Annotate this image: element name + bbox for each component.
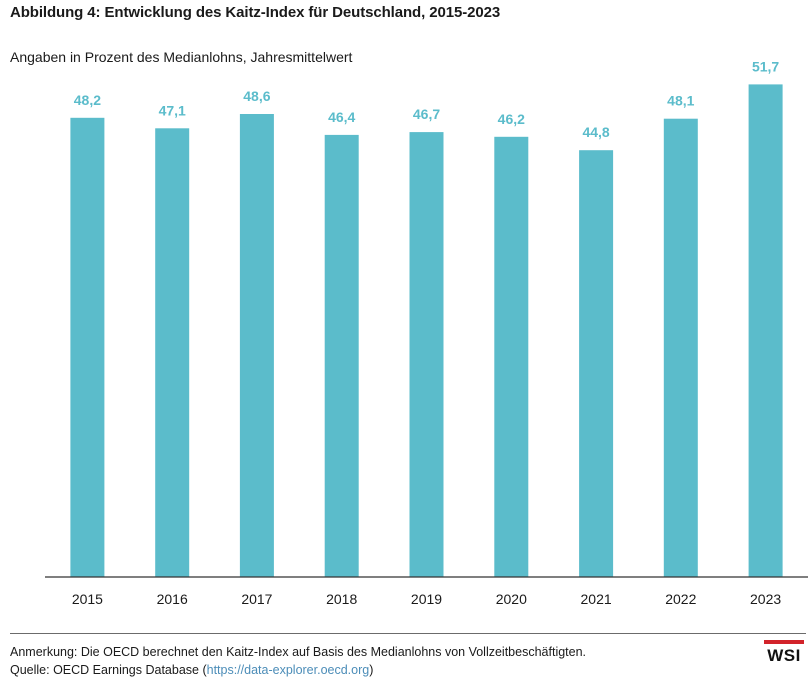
value-label-2018: 46,4 xyxy=(328,109,355,125)
logo-text: WSI xyxy=(767,646,801,665)
x-tick-2017: 2017 xyxy=(241,591,272,607)
source-line: Quelle: OECD Earnings Database (https://… xyxy=(10,661,586,679)
value-label-2021: 44,8 xyxy=(582,124,609,140)
bar-chart: 48,2 2015 47,1 2016 48,6 2017 46,4 2018 46,7 2019… xyxy=(45,58,808,607)
bar-2017 xyxy=(239,114,274,577)
chart-subtitle: Angaben in Prozent des Medianlohns, Jahr… xyxy=(10,49,353,65)
x-tick-2021: 2021 xyxy=(581,591,612,607)
chart-title: Abbildung 4: Entwicklung des Kaitz-Index… xyxy=(10,4,501,21)
bar-2015 xyxy=(70,117,105,578)
bar-2018 xyxy=(324,134,359,577)
value-label-2023: 51,7 xyxy=(752,58,779,74)
bar-2023 xyxy=(748,84,783,578)
footnote: Anmerkung: Die OECD berechnet den Kaitz-… xyxy=(10,643,586,679)
footer-divider xyxy=(10,633,806,634)
value-label-2017: 48,6 xyxy=(243,88,270,104)
value-label-2020: 46,2 xyxy=(498,111,525,127)
x-tick-2016: 2016 xyxy=(157,591,188,607)
x-tick-2015: 2015 xyxy=(72,591,103,607)
x-tick-2023: 2023 xyxy=(750,591,781,607)
bar-2022 xyxy=(663,118,698,577)
source-suffix: ) xyxy=(369,663,374,677)
x-tick-2019: 2019 xyxy=(411,591,442,607)
logo-accent-bar xyxy=(764,640,804,644)
value-label-2019: 46,7 xyxy=(413,106,440,122)
bar-2021 xyxy=(579,150,614,577)
value-label-2022: 48,1 xyxy=(667,93,694,109)
source-prefix: Quelle: OECD Earnings Database ( xyxy=(10,663,207,677)
bar-2019 xyxy=(409,132,444,577)
note-text: Anmerkung: Die OECD berechnet den Kaitz-… xyxy=(10,645,587,659)
bar-2020 xyxy=(494,136,529,578)
x-tick-2022: 2022 xyxy=(665,591,696,607)
x-tick-2018: 2018 xyxy=(326,591,357,607)
bar-2016 xyxy=(155,128,190,578)
value-label-2015: 48,2 xyxy=(74,92,101,108)
wsi-logo: WSI xyxy=(764,640,804,666)
x-tick-2020: 2020 xyxy=(496,591,527,607)
value-label-2016: 47,1 xyxy=(159,102,186,118)
source-link[interactable]: https://data-explorer.oecd.org xyxy=(206,663,370,677)
